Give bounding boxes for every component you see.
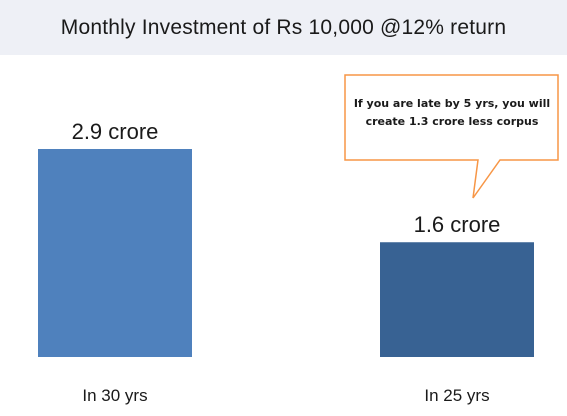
callout-line-2: create 1.3 crore less corpus (365, 115, 539, 128)
title-band (0, 0, 567, 55)
chart-title: Monthly Investment of Rs 10,000 @12% ret… (60, 15, 507, 39)
category-label-2: In 25 yrs (424, 386, 489, 405)
bar-1 (38, 149, 192, 357)
data-label-2: 1.6 crore (414, 212, 501, 237)
callout-text: If you are late by 5 yrs, you will creat… (348, 95, 556, 131)
bar-2 (380, 242, 534, 357)
callout-box (344, 74, 559, 199)
category-label-1: In 30 yrs (82, 386, 147, 405)
callout-line-1: If you are late by 5 yrs, you will (353, 97, 551, 110)
data-label-1: 2.9 crore (72, 119, 159, 144)
